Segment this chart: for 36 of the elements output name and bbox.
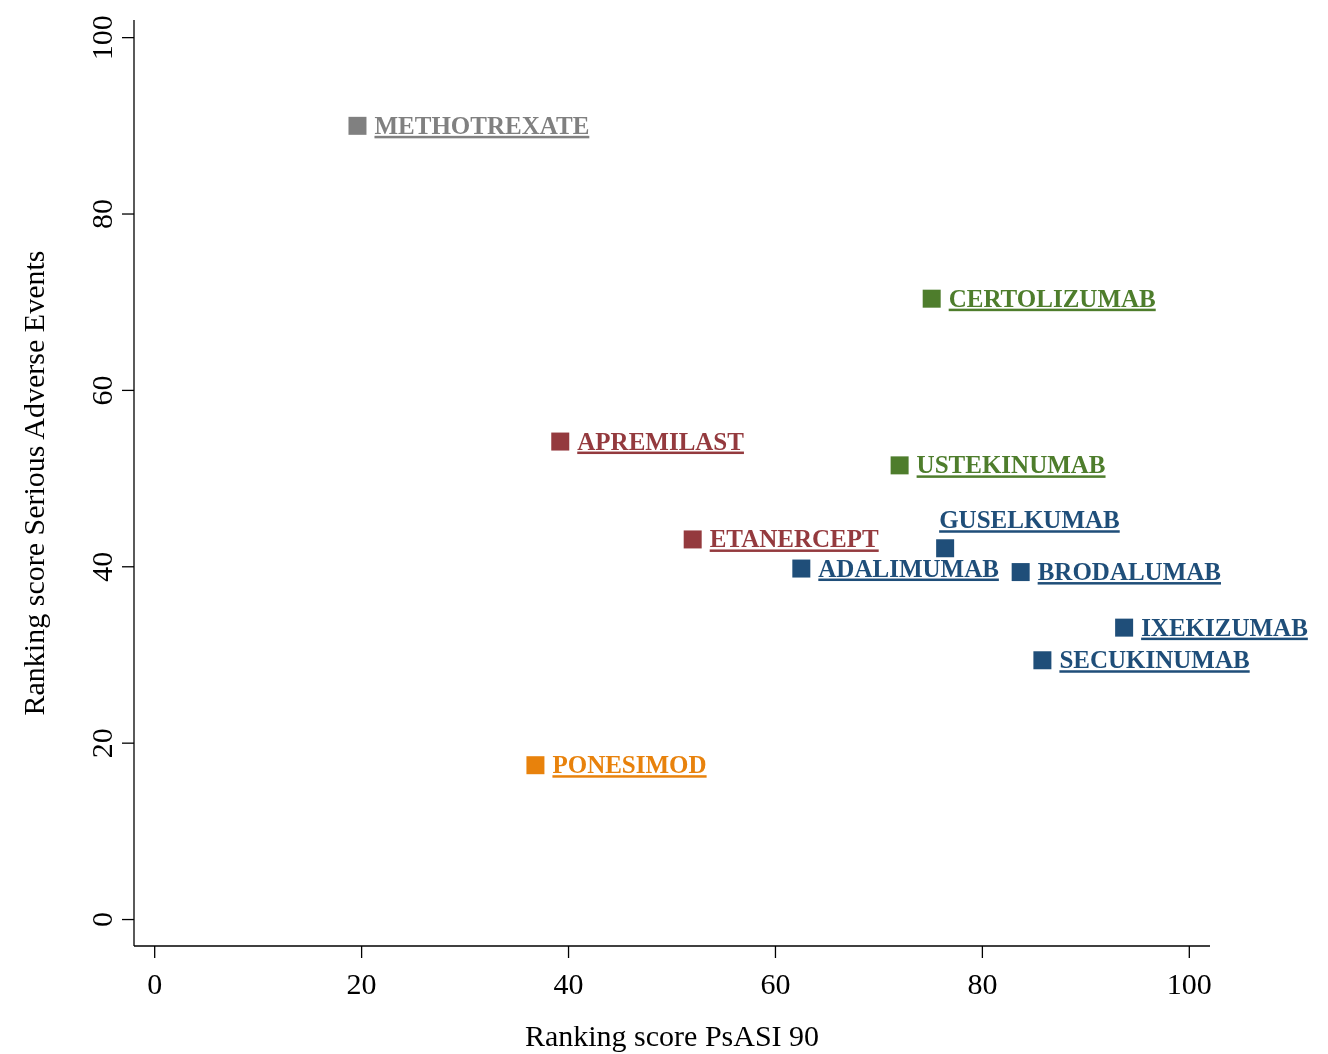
point xyxy=(1011,563,1030,582)
series-label: METHOTREXATE xyxy=(374,111,590,139)
y-tick-label: 60 xyxy=(85,375,118,406)
x-tick-label: 60 xyxy=(760,967,791,1000)
series-label: PONESIMOD xyxy=(552,751,707,779)
series-label: BRODALUMAB xyxy=(1037,558,1222,586)
y-tick-label: 40 xyxy=(85,551,118,582)
point xyxy=(936,539,955,558)
y-tick-label: 100 xyxy=(85,15,118,61)
y-tick-label: 0 xyxy=(85,912,118,928)
y-axis-title: Ranking score Serious Adverse Events xyxy=(17,250,50,716)
series-label: USTEKINUMAB xyxy=(916,451,1106,479)
series-label: ETANERCEPT xyxy=(709,525,880,553)
point xyxy=(526,756,545,775)
series-label: IXEKIZUMAB xyxy=(1141,613,1308,641)
point xyxy=(683,530,702,549)
x-axis-title: Ranking score PsASI 90 xyxy=(524,1019,820,1052)
point xyxy=(792,559,811,578)
x-tick-label: 0 xyxy=(147,967,163,1000)
series-label: CERTOLIZUMAB xyxy=(948,284,1156,312)
point xyxy=(1115,618,1134,637)
point xyxy=(551,432,570,451)
series-label: APREMILAST xyxy=(577,427,745,455)
y-tick-label: 80 xyxy=(85,199,118,230)
point xyxy=(348,116,367,135)
x-tick-label: 100 xyxy=(1166,967,1212,1000)
series-label: SECUKINUMAB xyxy=(1059,646,1250,674)
point xyxy=(1033,651,1052,670)
series-label: GUSELKUMAB xyxy=(939,506,1120,534)
point xyxy=(890,456,909,475)
point xyxy=(922,289,941,308)
x-tick-label: 80 xyxy=(967,967,998,1000)
x-tick-label: 20 xyxy=(346,967,377,1000)
series-label: ADALIMUMAB xyxy=(818,554,999,582)
x-tick-label: 40 xyxy=(553,967,584,1000)
y-tick-label: 20 xyxy=(85,728,118,759)
